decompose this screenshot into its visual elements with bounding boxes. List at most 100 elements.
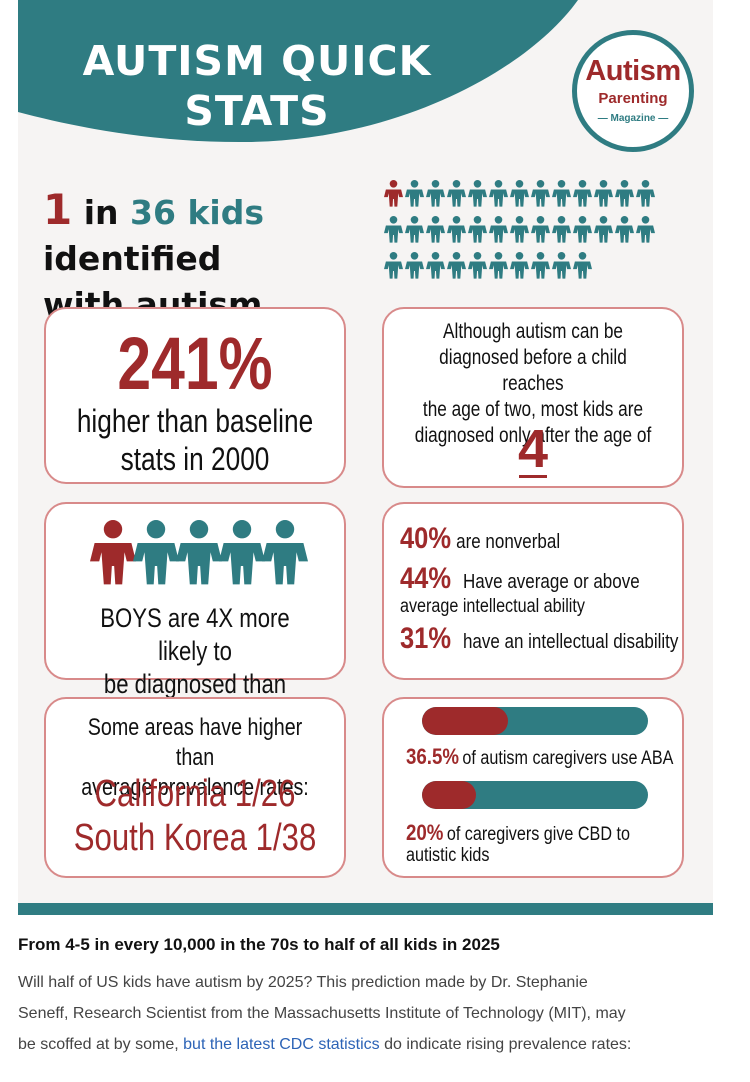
korea-rate: South Korea 1/38 [46,817,344,860]
page-title: AUTISM QUICK STATS [62,36,452,136]
person-figure [384,216,403,243]
title-line-2: STATS [184,87,330,135]
article-heading: From 4-5 in every 10,000 in the 70s to h… [18,935,500,954]
person-figure [468,252,487,279]
cbd-stat: 20% of caregivers give CBD to [406,821,630,846]
article-line-3-post: do indicate rising prevalence rates: [379,1036,632,1053]
cbd-text-1: of caregivers give CBD to [446,824,630,845]
nonverbal-percent: 40% [400,522,452,555]
infographic: AUTISM QUICK STATS Autism Parenting — Ma… [18,0,713,915]
divider-bar [18,903,713,915]
person-figure [489,180,508,207]
boys-line-1: BOYS are 4X more likely to [100,603,290,666]
cbd-text-2: autistic kids [406,845,490,866]
child-figure [90,520,136,585]
california-rate: California 1/26 [46,773,344,816]
person-figure [447,216,466,243]
child-figure [133,520,179,585]
intellect-percent: 44% [400,562,452,595]
person-figure [573,216,592,243]
person-figure [468,216,487,243]
baseline-percent-value: 241% [117,322,273,405]
diagnosis-age-card: Although autism can be diagnosed before … [382,307,684,488]
person-figure [594,180,613,207]
person-figure [573,252,592,279]
diagnosis-line-3: the age of two, most kids are [422,398,644,421]
person-figure [468,180,487,207]
person-figure [552,252,571,279]
person-figure [510,252,529,279]
person-figure [636,180,655,207]
person-figure [594,216,613,243]
nonverbal-stat: 40% are nonverbal [400,522,560,556]
nonverbal-text: are nonverbal [456,531,561,553]
korea-rate-text: South Korea 1/38 [73,817,317,859]
person-figure [510,216,529,243]
diagnosis-line-4: diagnosed only after the age of [414,424,652,447]
diagnosis-line-1: Although autism can be [443,320,623,343]
children-figures-icon [90,520,308,585]
person-figure [447,252,466,279]
diagnosis-age: 4 [517,419,549,479]
person-figure [384,180,403,207]
regions-line-1: Some areas have higher than [87,714,303,771]
headline-kids: kids [187,193,265,232]
header-band [18,0,578,143]
person-figure [510,180,529,207]
article-paragraph: Will half of US kids have autism by 2025… [18,967,733,1060]
disability-percent: 31% [400,622,452,655]
intellect-stat: 44% Have average or above [400,562,640,596]
person-figure [489,252,508,279]
baseline-description: higher than baseline stats in 2000 [46,402,344,478]
person-figure [531,180,550,207]
aba-percent: 36.5% [406,744,460,769]
boys-girls-card: BOYS are 4X more likely to be diagnosed … [44,502,346,732]
regions-line-2: average prevalence rates: [81,774,309,801]
person-figure [573,180,592,207]
regions-card: Some areas have higher than average prev… [44,697,346,878]
caregivers-card: 36.5% of autism caregivers use ABA 20% of … [382,697,684,878]
disability-text: have an intellectual disability [462,631,679,653]
headline-identified: identified [43,239,222,278]
title-line-1: AUTISM QUICK [82,37,432,85]
headline-in: in [83,193,119,232]
intellect-text-1: Have average or above [462,571,640,593]
diagnosis-age-underline [519,475,547,478]
person-figure [552,180,571,207]
person-figure [426,252,445,279]
disability-stat: 31% have an intellectual disability [400,622,678,656]
baseline-percent: 241% [46,321,344,406]
child-figure [176,520,222,585]
cbd-progress-fill [422,781,477,809]
article-line-1: Will half of US kids have autism by 2025… [18,974,588,991]
headline-num1: 1 [43,185,73,234]
aba-progress-bar [422,707,648,735]
cbd-percent: 20% [406,820,444,845]
person-figure [426,216,445,243]
diagnosis-line-2: diagnosed before a child reaches [439,346,627,395]
people-grid-icon [384,180,655,279]
baseline-card: 241% higher than baseline stats in 2000 [44,307,346,484]
traits-card: 40% are nonverbal 44% Have average or abov… [382,502,684,680]
person-figure [405,180,424,207]
regions-description: Some areas have higher than average prev… [46,713,344,803]
person-figure [405,252,424,279]
baseline-line-1: higher than baseline [76,403,314,439]
diagnosis-description: Although autism can be diagnosed before … [384,319,682,449]
aba-text: of autism caregivers use ABA [462,748,674,769]
headline-num2: 36 [130,193,176,232]
cdc-statistics-link[interactable]: but the latest CDC statistics [183,1036,380,1053]
person-figure [636,216,655,243]
aba-stat: 36.5% of autism caregivers use ABA [406,745,673,770]
person-figure [447,180,466,207]
person-figure [615,180,634,207]
article-line-3: be scoffed at by some, but the latest CD… [18,1029,733,1060]
logo-magazine-label: Magazine [610,113,656,124]
person-figure [405,216,424,243]
california-rate-text: California 1/26 [94,773,296,815]
cbd-progress-bar [422,781,648,809]
intellect-text-2: average intellectual ability [400,596,585,617]
person-figure [426,180,445,207]
child-figure [262,520,308,585]
logo-sub-text: Parenting [598,90,668,107]
